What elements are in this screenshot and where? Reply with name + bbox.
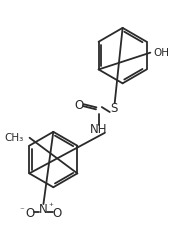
Text: ⁻: ⁻ [20,207,25,215]
Text: O: O [74,99,84,112]
Text: O: O [25,207,34,221]
Text: CH₃: CH₃ [4,133,24,143]
Text: N: N [39,202,48,215]
Text: O: O [53,207,62,221]
Text: NH: NH [90,123,108,136]
Text: OH: OH [153,48,169,58]
Text: ⁺: ⁺ [48,202,53,210]
Text: S: S [110,102,117,114]
